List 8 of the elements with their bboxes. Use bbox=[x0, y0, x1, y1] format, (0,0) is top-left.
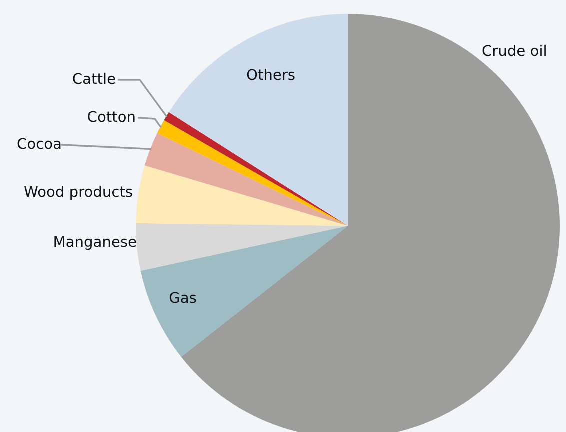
slice-label: Cocoa bbox=[18, 138, 61, 150]
slice-label: Cattle bbox=[73, 72, 116, 84]
slice-label: Manganese bbox=[54, 236, 136, 250]
slice-label: Gas bbox=[170, 292, 196, 304]
slice-label: Cotton bbox=[88, 111, 135, 122]
slice-label: Others bbox=[247, 68, 295, 80]
slice-label: Crude oil bbox=[482, 44, 546, 56]
slice-label: Wood products bbox=[24, 186, 132, 200]
